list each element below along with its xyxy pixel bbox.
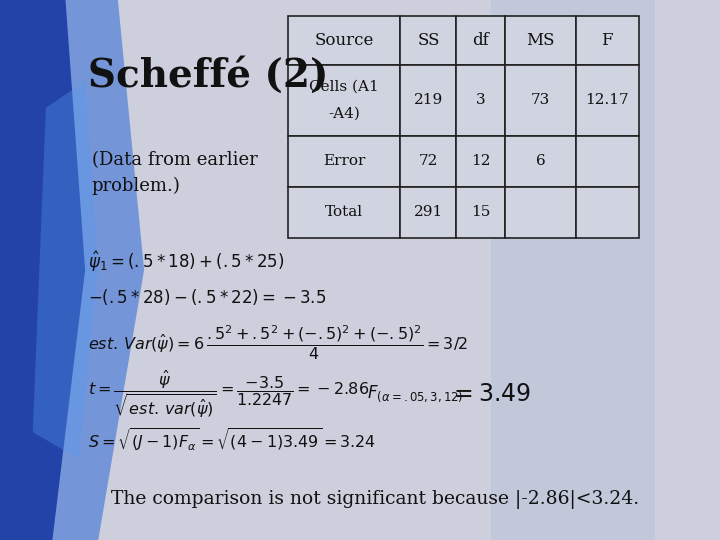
Text: -A4): -A4) <box>328 107 360 121</box>
Text: 72: 72 <box>419 154 438 168</box>
Bar <box>400 65 456 136</box>
Bar <box>288 187 400 238</box>
Bar <box>575 16 639 65</box>
Bar <box>505 16 575 65</box>
Text: SS: SS <box>417 32 440 49</box>
Text: $S = \sqrt{(J-1)F_{\alpha}} = \sqrt{(4-1)3.49} = 3.24$: $S = \sqrt{(J-1)F_{\alpha}} = \sqrt{(4-1… <box>89 427 376 454</box>
Text: The comparison is not significant because |-2.86|<3.24.: The comparison is not significant becaus… <box>112 490 639 509</box>
Text: F: F <box>601 32 613 49</box>
Polygon shape <box>0 0 85 540</box>
Text: Error: Error <box>323 154 366 168</box>
Text: 219: 219 <box>414 93 443 107</box>
Text: $est.\,Var(\hat{\psi}) = 6\,\dfrac{.5^2 + .5^2 + (-.5)^2 + (-.5)^2}{4} = 3/2$: $est.\,Var(\hat{\psi}) = 6\,\dfrac{.5^2 … <box>89 323 469 362</box>
Bar <box>288 136 400 187</box>
Bar <box>505 187 575 238</box>
Polygon shape <box>491 0 655 540</box>
Bar <box>575 136 639 187</box>
Text: $F_{(\alpha=.05,3,12)}$: $F_{(\alpha=.05,3,12)}$ <box>366 384 463 404</box>
Bar <box>575 187 639 238</box>
Bar <box>575 65 639 136</box>
Bar <box>505 65 575 136</box>
Bar <box>456 187 505 238</box>
Bar <box>456 65 505 136</box>
Text: Scheffé (2): Scheffé (2) <box>89 57 329 94</box>
Bar <box>456 136 505 187</box>
Text: 12.17: 12.17 <box>585 93 629 107</box>
Text: $= 3.49$: $= 3.49$ <box>449 382 531 406</box>
Text: 291: 291 <box>414 205 443 219</box>
Bar <box>456 16 505 65</box>
Bar <box>288 65 400 136</box>
Text: (Data from earlier
problem.): (Data from earlier problem.) <box>91 151 258 194</box>
Text: 15: 15 <box>472 205 490 219</box>
Text: 6: 6 <box>536 154 545 168</box>
Text: 73: 73 <box>531 93 550 107</box>
Polygon shape <box>0 0 144 540</box>
Bar <box>400 136 456 187</box>
Text: 3: 3 <box>476 93 486 107</box>
Text: $-(.5*28) - (.5*22) = -3.5$: $-(.5*28) - (.5*22) = -3.5$ <box>89 287 327 307</box>
Bar <box>400 187 456 238</box>
Text: MS: MS <box>526 32 555 49</box>
Text: Total: Total <box>325 205 364 219</box>
Text: df: df <box>472 32 490 49</box>
Text: $\hat{\psi}_1 = (.5*18) + (.5*25)$: $\hat{\psi}_1 = (.5*18) + (.5*25)$ <box>89 249 285 274</box>
Polygon shape <box>32 81 98 459</box>
Bar <box>505 136 575 187</box>
Text: $t = \dfrac{\hat{\psi}}{\sqrt{est.\,var(\hat{\psi})}} = \dfrac{-3.5}{1.2247} = -: $t = \dfrac{\hat{\psi}}{\sqrt{est.\,var(… <box>89 369 369 420</box>
Bar <box>400 16 456 65</box>
Text: Cells (A1: Cells (A1 <box>310 80 379 94</box>
Bar <box>288 16 400 65</box>
Text: Source: Source <box>315 32 374 49</box>
Text: 12: 12 <box>471 154 491 168</box>
